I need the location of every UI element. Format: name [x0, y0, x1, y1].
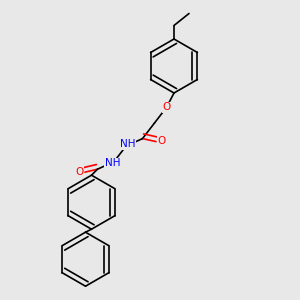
Text: O: O	[157, 136, 166, 146]
Text: O: O	[75, 167, 84, 177]
Text: O: O	[162, 102, 171, 112]
Text: NH: NH	[105, 158, 120, 168]
Text: NH: NH	[120, 139, 135, 149]
